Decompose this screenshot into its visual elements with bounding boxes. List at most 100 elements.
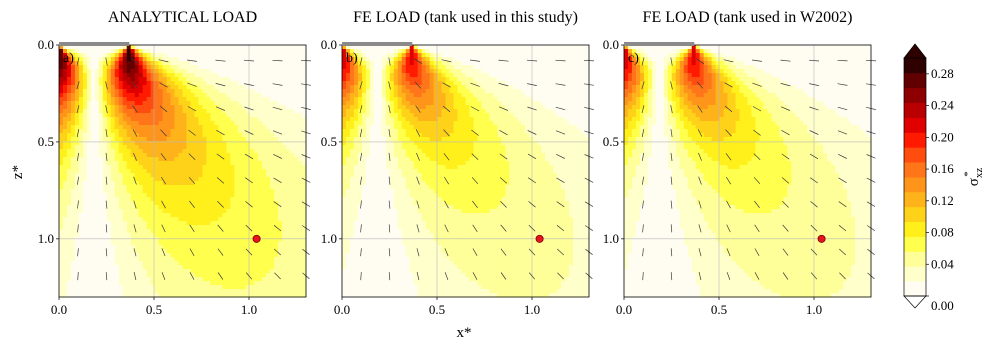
heatmap-cell (378, 221, 383, 226)
heatmap-cell (171, 257, 176, 262)
heatmap-cell (167, 153, 172, 158)
heatmap-cell (194, 277, 199, 282)
heatmap-cell (262, 77, 267, 82)
heatmap-cell (131, 133, 136, 138)
heatmap-cell (111, 237, 116, 242)
heatmap-cell (222, 161, 227, 166)
heatmap-cell (258, 213, 263, 218)
heatmap-cell (242, 69, 247, 74)
heatmap-cell (258, 173, 263, 178)
heatmap-cell (163, 237, 168, 242)
heatmap-cell (167, 189, 172, 194)
heatmap-cell (374, 229, 379, 234)
heatmap-cell (210, 65, 215, 70)
heatmap-cell (159, 149, 164, 154)
heatmap-cell (115, 173, 120, 178)
heatmap-cell (358, 265, 363, 270)
heatmap-cell (370, 241, 375, 246)
heatmap-cell (230, 285, 235, 290)
heatmap-cell (286, 153, 291, 158)
heatmap-cell (202, 225, 207, 230)
heatmap-cell (127, 97, 132, 102)
heatmap-cell (206, 125, 211, 130)
heatmap-cell (286, 193, 291, 198)
heatmap-cell (167, 237, 172, 242)
heatmap-cell (91, 121, 96, 126)
heatmap-cell (95, 177, 100, 182)
heatmap-cell (67, 133, 72, 138)
heatmap-cell (246, 197, 251, 202)
heatmap-cell (131, 289, 136, 294)
heatmap-cell (242, 77, 247, 82)
heatmap-cell (115, 157, 120, 162)
heatmap-cell (155, 65, 160, 70)
heatmap-cell (186, 113, 191, 118)
heatmap-cell (250, 201, 255, 206)
heatmap-cell (202, 73, 207, 78)
heatmap-cell (278, 85, 283, 90)
heatmap-cell (390, 93, 395, 98)
heatmap-cell (298, 121, 303, 126)
heatmap-cell (147, 153, 152, 158)
heatmap-cell (218, 61, 223, 66)
heatmap-cell (286, 177, 291, 182)
heatmap-cell (155, 173, 160, 178)
heatmap-cell (59, 205, 64, 210)
heatmap-cell (59, 117, 64, 122)
heatmap-cell (374, 105, 379, 110)
heatmap-cell (67, 101, 72, 106)
heatmap-cell (286, 225, 291, 230)
heatmap-cell (143, 65, 148, 70)
heatmap-cell (274, 93, 279, 98)
heatmap-cell (99, 265, 104, 270)
heatmap-cell (171, 281, 176, 286)
heatmap-cell (75, 137, 80, 142)
heatmap-cell (346, 165, 351, 170)
heatmap-cell (87, 253, 92, 258)
heatmap-cell (198, 277, 203, 282)
heatmap-cell (202, 157, 207, 162)
heatmap-cell (286, 197, 291, 202)
heatmap-cell (250, 189, 255, 194)
heatmap-cell (254, 201, 259, 206)
heatmap-cell (290, 185, 295, 190)
heatmap-cell (151, 205, 156, 210)
heatmap-cell (358, 209, 363, 214)
heatmap-cell (262, 177, 267, 182)
heatmap-cell (147, 77, 152, 82)
heatmap-cell (386, 281, 391, 286)
heatmap-cell (350, 129, 355, 134)
heatmap-cell (350, 193, 355, 198)
heatmap-cell (194, 121, 199, 126)
heatmap-cell (266, 101, 271, 106)
heatmap-cell (382, 273, 387, 278)
heatmap-cell (143, 165, 148, 170)
heatmap-cell (167, 49, 172, 54)
heatmap-cell (274, 233, 279, 238)
heatmap-cell (107, 69, 112, 74)
heatmap-cell (214, 193, 219, 198)
heatmap-cell (175, 105, 180, 110)
heatmap-cell (135, 285, 140, 290)
heatmap-cell (358, 201, 363, 206)
heatmap-cell (394, 269, 399, 274)
heatmap-cell (242, 61, 247, 66)
heatmap-cell (358, 181, 363, 186)
heatmap-cell (198, 285, 203, 290)
heatmap-cell (234, 161, 239, 166)
heatmap-cell (198, 165, 203, 170)
heatmap-cell (290, 57, 295, 62)
heatmap-cell (366, 217, 371, 222)
heatmap-cell (127, 105, 132, 110)
heatmap-cell (143, 53, 148, 58)
heatmap-cell (214, 237, 219, 242)
heatmap-cell (139, 137, 144, 142)
heatmap-cell (123, 117, 128, 122)
heatmap-cell (258, 157, 263, 162)
heatmap-cell (159, 209, 164, 214)
heatmap-cell (147, 165, 152, 170)
heatmap-cell (175, 137, 180, 142)
heatmap-cell (139, 149, 144, 154)
heatmap-cell (362, 65, 367, 70)
heatmap-cell (67, 221, 72, 226)
